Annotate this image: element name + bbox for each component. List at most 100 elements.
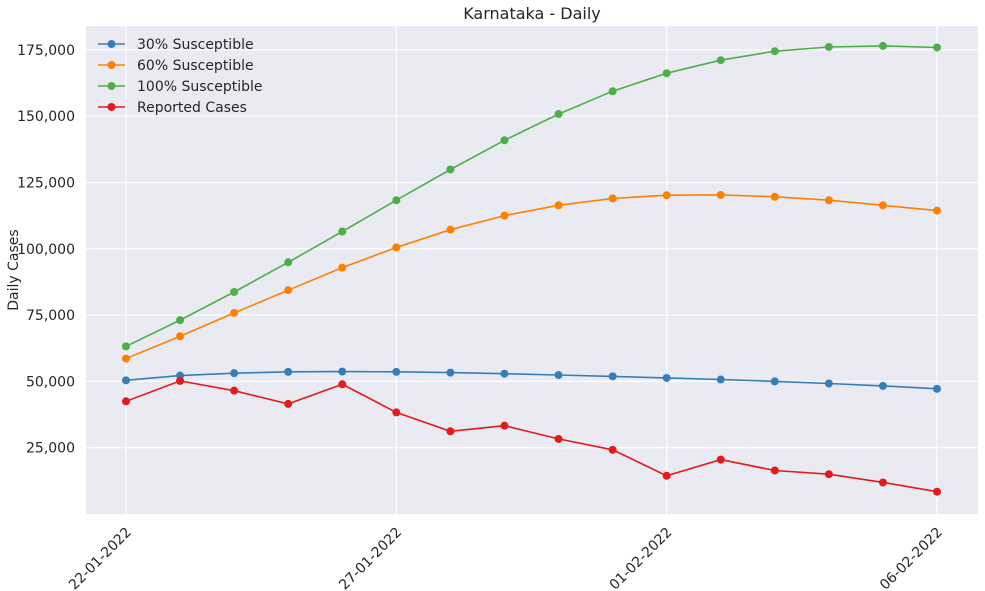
- data-point: [338, 227, 347, 236]
- data-point: [716, 190, 725, 199]
- data-point: [716, 56, 725, 65]
- x-tick-label: 01-02-2022: [607, 525, 676, 591]
- y-tick-label: 150,000: [17, 109, 75, 125]
- data-point: [608, 194, 617, 203]
- data-point: [554, 371, 563, 380]
- series-reported-cases: [122, 376, 941, 496]
- data-point: [284, 399, 293, 408]
- y-tick-label: 50,000: [26, 374, 75, 390]
- data-point: [608, 445, 617, 454]
- data-point: [608, 87, 617, 96]
- y-tick-label: 25,000: [26, 441, 75, 457]
- data-point: [122, 376, 130, 385]
- x-tick-label: 27-01-2022: [336, 525, 405, 591]
- data-point: [878, 201, 887, 210]
- data-point: [392, 243, 401, 252]
- data-point: [392, 196, 401, 205]
- legend-marker: [107, 61, 116, 69]
- y-tick-label: 125,000: [17, 175, 75, 191]
- legend-marker: [107, 40, 116, 48]
- data-point: [230, 288, 239, 297]
- series-line: [125, 194, 938, 360]
- data-point: [446, 368, 455, 377]
- data-point: [662, 373, 671, 382]
- x-tick-label: 22-01-2022: [66, 525, 135, 591]
- y-tick-label: 75,000: [26, 308, 75, 324]
- data-point: [770, 466, 779, 475]
- legend-item: Reported Cases: [98, 100, 247, 116]
- data-point: [824, 42, 833, 51]
- data-point: [230, 369, 239, 378]
- x-tick-label: 06-02-2022: [877, 525, 946, 591]
- data-point: [933, 384, 941, 393]
- data-point: [608, 372, 617, 381]
- data-point: [770, 47, 779, 56]
- data-point: [176, 332, 185, 341]
- data-point: [446, 225, 455, 234]
- data-point: [122, 397, 130, 406]
- y-tick-label: 100,000: [17, 242, 75, 258]
- series-100-susceptible: [122, 41, 941, 351]
- data-point: [392, 367, 401, 376]
- data-point: [176, 376, 185, 385]
- data-point: [338, 367, 347, 376]
- legend-label: Reported Cases: [137, 100, 247, 116]
- series-line: [125, 45, 938, 348]
- data-point: [878, 478, 887, 487]
- data-point: [446, 427, 455, 436]
- y-tick-labels: 25,000 50,000 75,000 100,000 125,000 150,000 1…: [17, 43, 75, 457]
- legend: 30% Susceptible 60% Susceptible 100% Susce…: [98, 37, 263, 116]
- data-point: [338, 380, 347, 389]
- legend-item: 60% Susceptible: [98, 58, 254, 74]
- series-30-susceptible: [122, 367, 941, 393]
- data-point: [554, 110, 563, 119]
- data-point: [284, 286, 293, 295]
- data-point: [662, 191, 671, 200]
- chart-title: Karnataka - Daily: [463, 4, 601, 23]
- data-point: [122, 342, 130, 351]
- data-point: [230, 308, 239, 317]
- legend-label: 30% Susceptible: [137, 37, 254, 53]
- data-point: [770, 192, 779, 201]
- data-point: [554, 201, 563, 210]
- data-point: [500, 211, 509, 220]
- legend-item: 30% Susceptible: [98, 37, 254, 53]
- data-point: [122, 354, 130, 363]
- legend-label: 60% Susceptible: [137, 58, 254, 74]
- series-layer: [122, 41, 941, 496]
- series-line: [125, 370, 938, 390]
- data-point: [933, 206, 941, 215]
- data-point: [662, 69, 671, 78]
- y-axis-title: Daily Cases: [6, 229, 22, 310]
- data-point: [878, 41, 887, 50]
- data-point: [824, 379, 833, 388]
- data-point: [933, 43, 941, 52]
- legend-label: 100% Susceptible: [137, 79, 263, 95]
- data-point: [176, 316, 185, 325]
- data-point: [284, 367, 293, 376]
- data-point: [500, 369, 509, 378]
- x-tick-labels: 22-01-2022 27-01-2022 01-02-2022 06-02-2022: [66, 525, 946, 591]
- series-line: [125, 380, 938, 493]
- data-point: [716, 455, 725, 464]
- data-point: [446, 165, 455, 174]
- data-point: [392, 408, 401, 417]
- data-point: [824, 196, 833, 205]
- data-point: [230, 386, 239, 395]
- data-point: [716, 375, 725, 384]
- data-point: [662, 471, 671, 480]
- series-60-susceptible: [122, 190, 941, 363]
- data-point: [933, 487, 941, 496]
- legend-item: 100% Susceptible: [98, 79, 263, 95]
- data-point: [878, 381, 887, 390]
- data-point: [500, 421, 509, 430]
- legend-marker: [107, 103, 116, 111]
- data-point: [500, 136, 509, 145]
- legend-marker: [107, 82, 116, 90]
- data-point: [284, 258, 293, 267]
- data-point: [770, 377, 779, 386]
- y-tick-label: 175,000: [17, 43, 75, 59]
- data-point: [338, 263, 347, 272]
- data-point: [824, 470, 833, 479]
